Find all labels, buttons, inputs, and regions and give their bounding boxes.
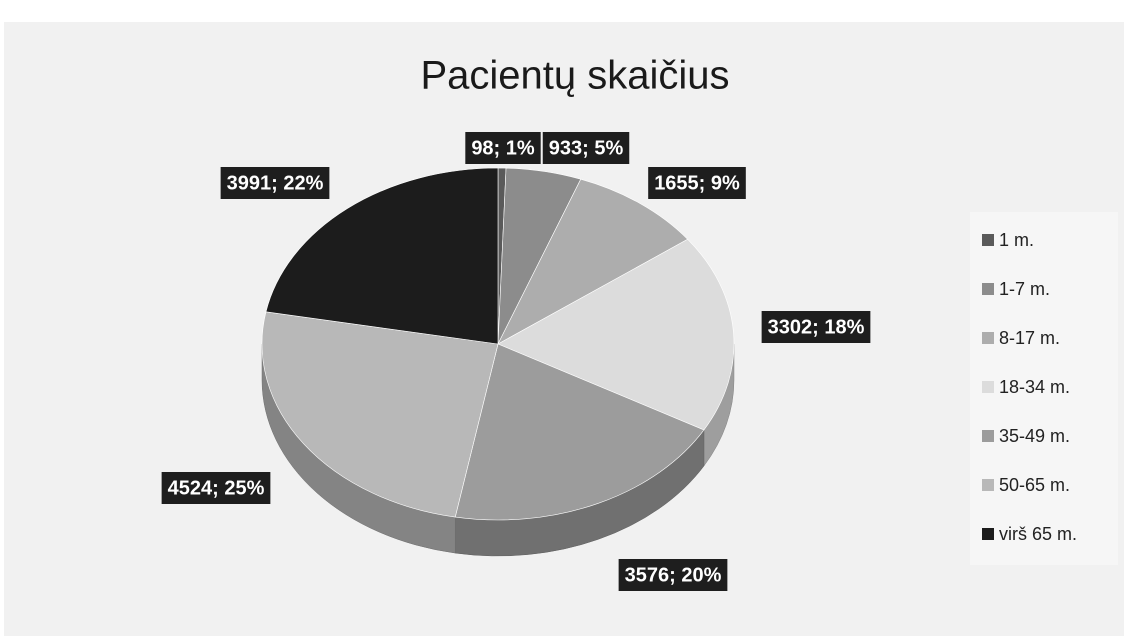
slice (497, 238, 735, 431)
legend-swatch (982, 283, 994, 295)
legend-label: 35-49 m. (999, 426, 1070, 446)
legend-box (970, 212, 1118, 565)
data-label: 4524; 25% (161, 472, 271, 504)
legend-swatch (982, 234, 994, 246)
legend-label: virš 65 m. (999, 524, 1077, 544)
chart-title: Pacientų skaičius (420, 54, 729, 98)
data-label: 1655; 9% (648, 167, 746, 199)
label-box (618, 559, 728, 591)
slice (454, 343, 705, 521)
data-label: 3576; 20% (618, 559, 728, 591)
data-label-text: 3576; 20% (625, 564, 722, 586)
legend-swatch (982, 430, 994, 442)
legend-label: 1 m. (999, 230, 1034, 250)
data-label: 933; 5% (542, 132, 630, 164)
data-label-text: 4524; 25% (168, 477, 265, 499)
legend-swatch (982, 332, 994, 344)
legend-label: 1-7 m. (999, 279, 1050, 299)
data-label-text: 933; 5% (549, 137, 624, 159)
data-label-text: 1655; 9% (654, 172, 740, 194)
slice (265, 167, 499, 345)
legend-swatch (982, 381, 994, 393)
data-label: 98; 1% (465, 132, 541, 164)
legend-label: 8-17 m. (999, 328, 1060, 348)
legend-label: 18-34 m. (999, 377, 1070, 397)
data-label-text: 3991; 22% (227, 172, 324, 194)
label-box (542, 132, 630, 164)
legend-swatch (982, 479, 994, 491)
legend-label: 50-65 m. (999, 475, 1070, 495)
data-label: 3991; 22% (220, 167, 330, 199)
slice (261, 311, 499, 518)
label-box (220, 167, 330, 199)
label-box (761, 311, 871, 343)
label-box (648, 167, 746, 199)
label-box (465, 132, 541, 164)
data-label-text: 98; 1% (471, 137, 535, 159)
label-box (161, 472, 271, 504)
slice (497, 178, 689, 345)
data-label: 3302; 18% (761, 311, 871, 343)
legend-swatch (982, 528, 994, 540)
data-label-text: 3302; 18% (768, 316, 865, 338)
